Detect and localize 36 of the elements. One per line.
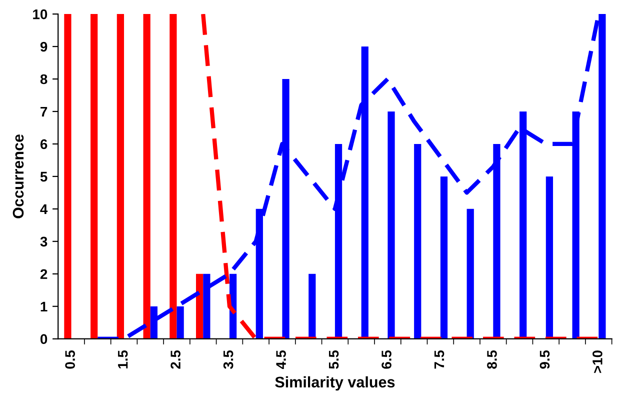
bar [388,111,395,339]
bar [546,176,554,339]
x-tick-label: 5.5 [328,350,339,369]
bar [90,14,98,339]
x-tick-label: 8.5 [487,350,497,369]
y-tick-label: 9 [40,42,48,52]
y-tick-label: 0 [40,334,48,344]
bar [196,274,204,339]
y-tick-label: 4 [40,204,48,214]
bar [414,144,422,339]
y-tick-label: 10 [33,9,48,20]
bar [143,14,150,339]
x-tick-label: 7.5 [434,350,444,369]
x-tick-label: 3.5 [223,350,234,369]
bar [466,208,474,339]
bar [170,14,177,339]
y-tick-label: 8 [40,74,48,84]
bar [64,14,72,339]
x-tick-label: 9.5 [540,350,550,369]
y-tick-label: 3 [40,236,48,247]
bar [308,274,316,339]
y-tick-label: 5 [40,172,48,182]
x-tick-label: 1.5 [118,350,128,368]
y-tick-label: 2 [40,269,48,279]
x-tick-label: >10 [592,350,602,373]
x-tick-label: 0.5 [65,350,76,369]
y-tick-label: 6 [40,139,48,150]
bar [440,176,448,339]
x-tick-label: 2.5 [170,350,180,369]
y-tick-label: 7 [40,106,48,117]
x-axis-title: Similarity values [275,376,395,391]
y-axis-title: Occurrence [12,134,24,218]
y-tick-label: 1 [40,302,48,312]
x-tick-label: 6.5 [382,350,392,369]
x-tick-label: 4.5 [276,350,286,370]
bar [116,14,124,339]
